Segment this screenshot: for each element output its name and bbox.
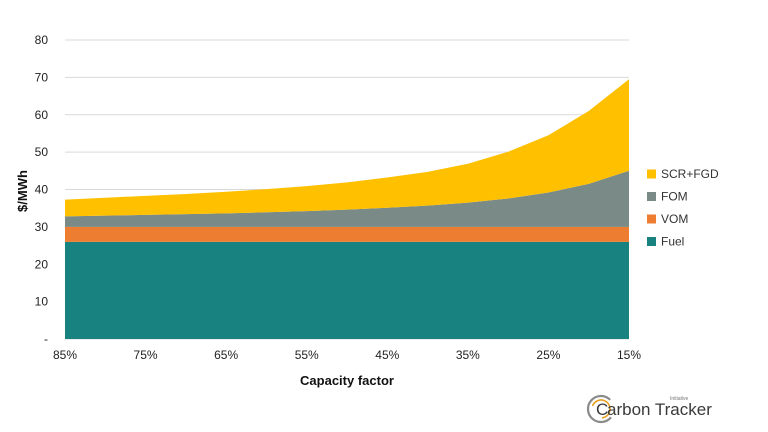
carbon-tracker-logo: C arbon Tracker Initiative: [586, 394, 712, 424]
logo-ring-icon: [586, 394, 616, 424]
x-tick-label: 35%: [456, 348, 480, 362]
legend-label-scr-fgd: SCR+FGD: [661, 167, 719, 181]
legend-label-fuel: Fuel: [661, 235, 684, 249]
x-tick-label: 55%: [295, 348, 319, 362]
logo-initial: C: [596, 400, 608, 419]
area-fom: [65, 170, 629, 227]
logo-text: arbon Tracker: [607, 400, 712, 419]
area-series: [65, 79, 629, 339]
y-axis-title: $/MWh: [15, 170, 30, 212]
x-tick-label: 75%: [134, 348, 158, 362]
legend-swatch-scr-fgd: [647, 169, 656, 179]
y-tick-label: 80: [35, 33, 49, 47]
x-tick-label: 85%: [53, 348, 77, 362]
x-tick-label: 15%: [617, 348, 641, 362]
x-tick-label: 65%: [214, 348, 238, 362]
x-axis-ticks: 85% 75% 65% 55% 45% 35% 25% 15%: [53, 348, 641, 362]
y-tick-label: 20: [35, 257, 49, 271]
x-axis-title: Capacity factor: [300, 373, 394, 388]
y-tick-label: 50: [35, 145, 49, 159]
x-tick-label: 45%: [375, 348, 399, 362]
area-scr-fgd: [65, 79, 629, 217]
logo-subtitle: Initiative: [670, 396, 689, 402]
area-fuel: [65, 241, 629, 339]
legend: SCR+FGD FOM VOM Fuel: [647, 167, 719, 249]
legend-swatch-fom: [647, 192, 656, 201]
y-tick-label: 30: [35, 220, 49, 234]
x-tick-label: 25%: [536, 348, 560, 362]
y-tick-label: -: [44, 332, 48, 346]
legend-label-fom: FOM: [661, 190, 688, 204]
y-tick-label: 60: [35, 108, 49, 122]
legend-swatch-fuel: [647, 237, 656, 246]
area-vom: [65, 226, 629, 242]
y-tick-label: 40: [35, 183, 49, 197]
legend-label-vom: VOM: [661, 212, 688, 226]
y-tick-label: 10: [35, 295, 49, 309]
legend-swatch-vom: [647, 214, 656, 224]
y-axis-ticks: - 10 20 30 40 50 60 70 80: [35, 33, 49, 346]
y-tick-label: 70: [35, 70, 49, 84]
